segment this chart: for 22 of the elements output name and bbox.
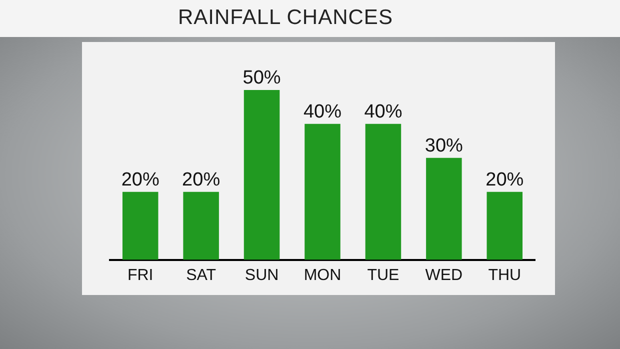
x-tick-label: FRI <box>127 266 154 284</box>
x-tick-label: SAT <box>186 266 216 284</box>
bar <box>365 124 402 260</box>
data-label: 30% <box>424 136 464 157</box>
bar <box>183 192 219 260</box>
x-tick-label: THU <box>488 266 522 284</box>
bar <box>304 124 340 260</box>
x-tick-label: SUN <box>244 266 279 284</box>
data-label: 40% <box>364 102 402 123</box>
bar <box>244 90 280 260</box>
bar <box>122 192 158 260</box>
data-label: 40% <box>303 102 342 123</box>
data-label: 20% <box>486 170 524 191</box>
data-label: 20% <box>121 170 160 191</box>
data-label: 50% <box>242 68 281 89</box>
x-tick-label: TUE <box>367 266 400 284</box>
x-tick-label: MON <box>304 266 342 284</box>
bar <box>426 158 462 260</box>
x-tick-label: WED <box>425 266 463 284</box>
bar <box>486 192 523 260</box>
chart-title: RAINFALL CHANCES <box>178 6 393 30</box>
data-label: 20% <box>182 170 220 191</box>
